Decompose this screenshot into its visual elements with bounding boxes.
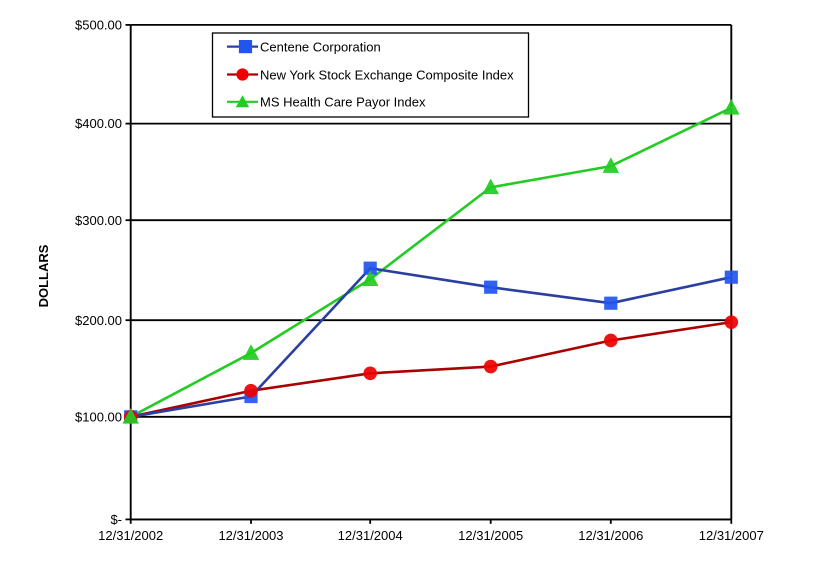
svg-text:12/31/2007: 12/31/2007 (699, 528, 764, 543)
svg-text:12/31/2004: 12/31/2004 (338, 528, 403, 543)
svg-text:Centene Corporation: Centene Corporation (260, 40, 381, 55)
svg-text:$100.00: $100.00 (75, 409, 122, 424)
svg-text:12/31/2002: 12/31/2002 (98, 528, 163, 543)
svg-text:12/31/2006: 12/31/2006 (578, 528, 643, 543)
svg-text:DOLLARS: DOLLARS (36, 244, 51, 307)
svg-text:New York Stock Exchange Compos: New York Stock Exchange Composite Index (260, 67, 514, 82)
svg-text:$400.00: $400.00 (75, 116, 122, 131)
svg-text:$-: $- (110, 512, 122, 527)
svg-text:12/31/2003: 12/31/2003 (218, 528, 283, 543)
svg-text:$300.00: $300.00 (75, 213, 122, 228)
svg-text:MS Health Care Payor Index: MS Health Care Payor Index (260, 95, 426, 110)
svg-text:$500.00: $500.00 (75, 18, 122, 33)
svg-text:$200.00: $200.00 (75, 313, 122, 328)
svg-text:12/31/2005: 12/31/2005 (458, 528, 523, 543)
